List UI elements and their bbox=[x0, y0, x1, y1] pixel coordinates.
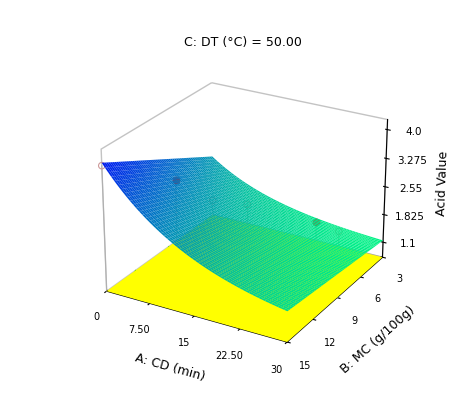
Y-axis label: B: MC (g/100g): B: MC (g/100g) bbox=[338, 304, 418, 376]
X-axis label: A: CD (min): A: CD (min) bbox=[133, 352, 206, 384]
Title: C: DT (°C) = 50.00: C: DT (°C) = 50.00 bbox=[184, 36, 302, 49]
